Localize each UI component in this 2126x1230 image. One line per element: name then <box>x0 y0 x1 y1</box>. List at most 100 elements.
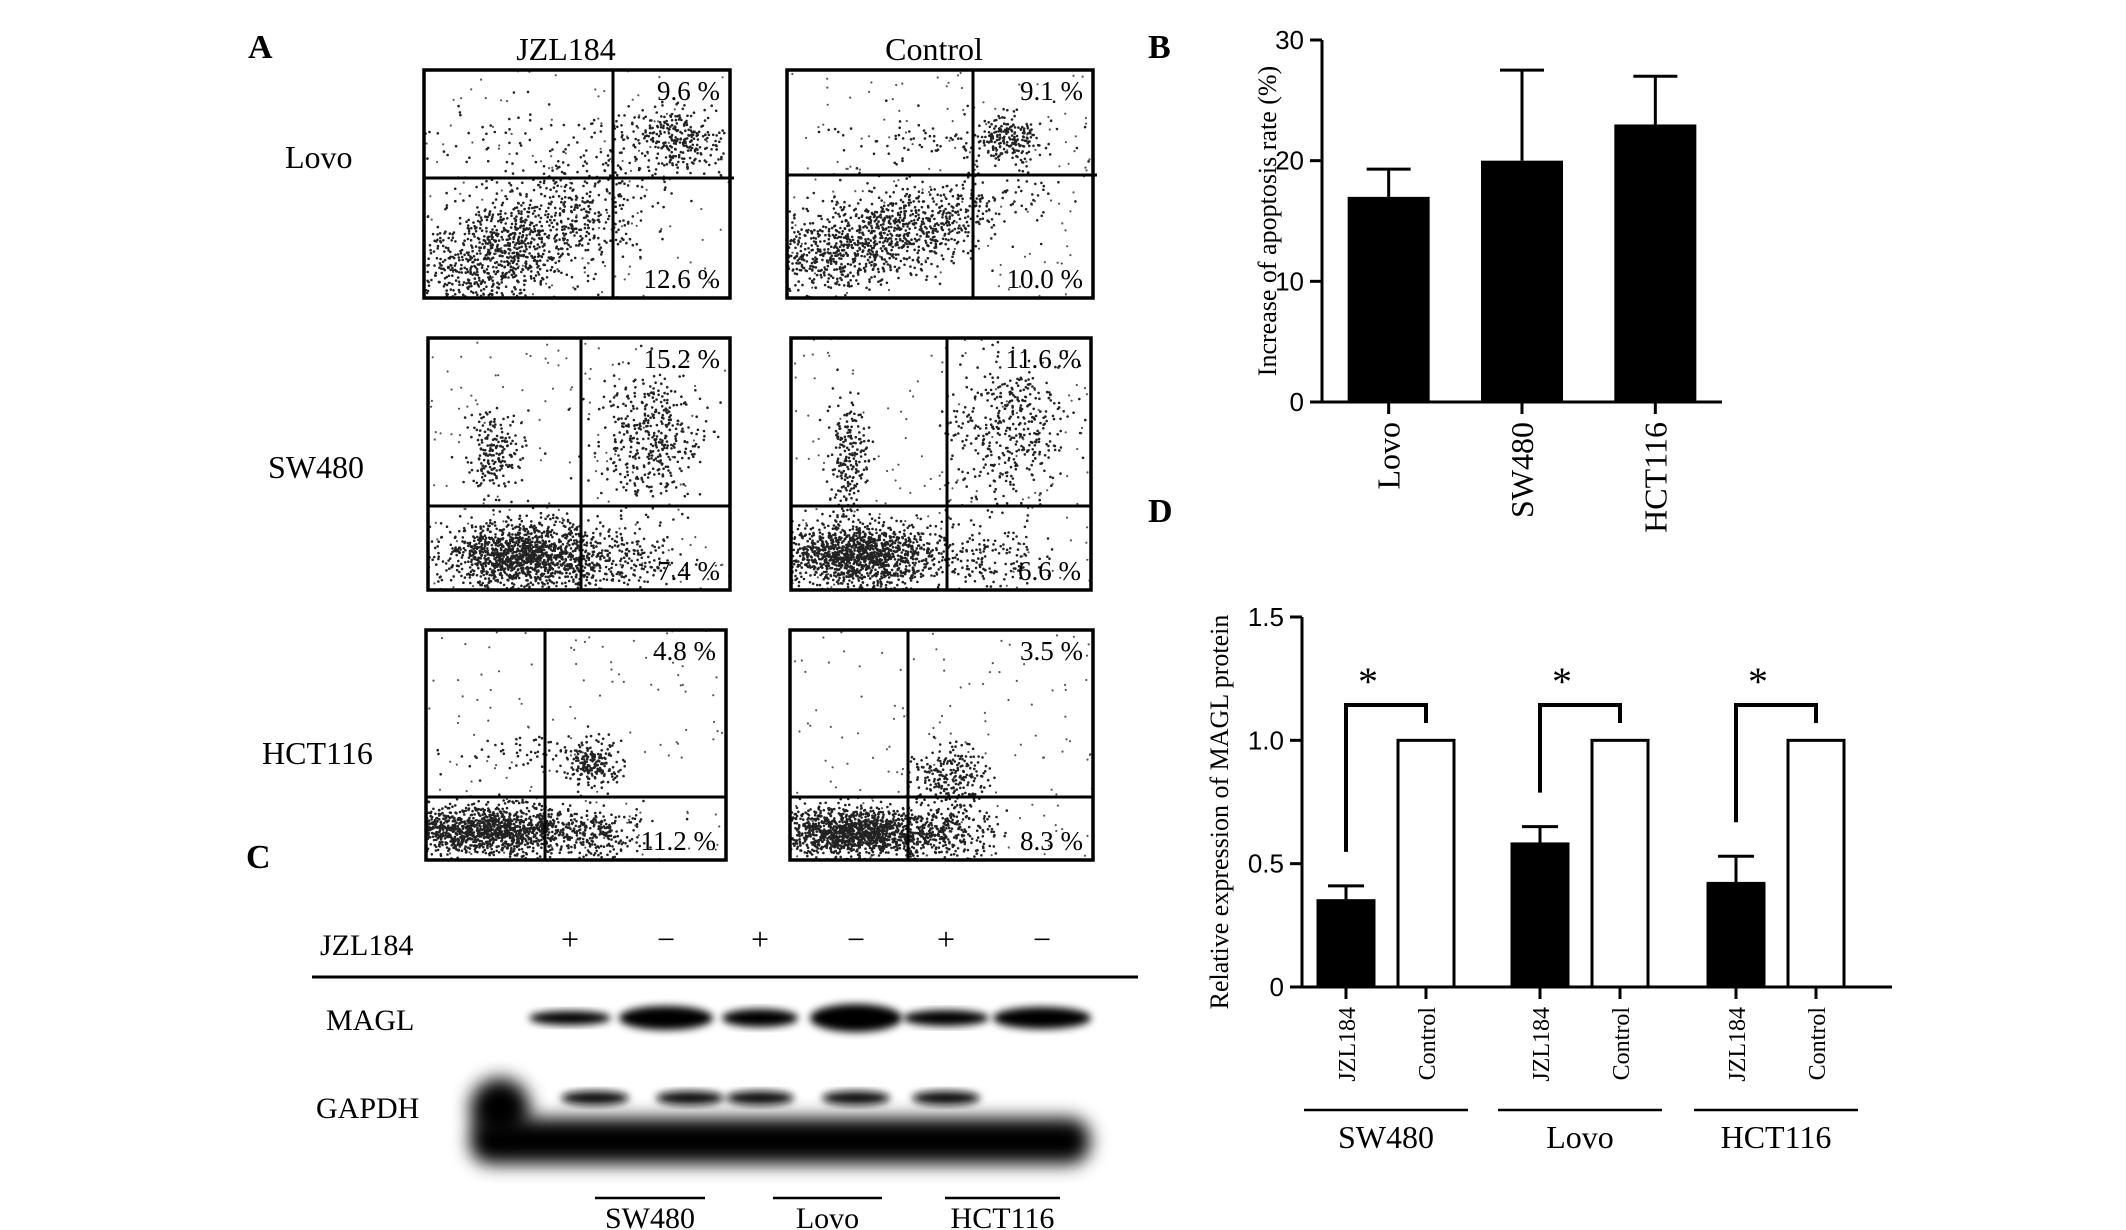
magl-band <box>529 1011 611 1025</box>
flow-dots <box>428 341 730 590</box>
flow-plot-jzl-lovo: 9.6 % 12.6 % <box>422 68 734 300</box>
bar-label: JZL184 <box>1529 1007 1555 1082</box>
gapdh-upper-band <box>726 1091 794 1105</box>
bar-sw480-jzl184 <box>1316 899 1376 989</box>
bar-lovo-jzl184 <box>1510 842 1570 989</box>
significance-star: * <box>1748 659 1768 704</box>
x-tick-label: Lovo <box>1371 422 1407 490</box>
band-label-gapdh: GAPDH <box>316 1092 419 1125</box>
group-label: Lovo <box>1546 1119 1614 1155</box>
magl-band <box>722 1009 798 1027</box>
quadrant-lower-right-value: 8.3 % <box>1020 826 1083 856</box>
plot-frame <box>422 68 732 300</box>
quadrant-upper-right-value: 9.1 % <box>1020 76 1083 106</box>
plot-frame <box>789 336 1093 592</box>
band-label-magl: MAGL <box>326 1004 414 1037</box>
bar-label: Control <box>1415 1007 1441 1081</box>
y-axis-label: Relative expression of MAGL protein <box>1205 615 1234 1010</box>
bar-lovo <box>1347 196 1430 402</box>
gapdh-upper-band <box>656 1091 724 1105</box>
quadrant-lower-right-value: 10.0 % <box>1007 264 1084 294</box>
group-label: HCT116 <box>1721 1119 1832 1155</box>
quadrant-upper-right-value: 4.8 % <box>653 636 716 666</box>
flow-dots <box>787 71 1091 298</box>
flow-dots <box>791 338 1091 590</box>
flow-plot-ctrl-sw480: 11.6 % 6.6 % <box>789 336 1093 592</box>
panel-d-label: D <box>1148 493 1173 530</box>
group-label: SW480 <box>1338 1119 1434 1155</box>
lane-sign: + <box>751 921 769 957</box>
quadrant-upper-right-value: 9.6 % <box>657 76 720 106</box>
plot-frame <box>424 628 728 862</box>
col-header-control: Control <box>885 31 983 67</box>
y-tick-label: 0 <box>1290 387 1304 417</box>
lane-sign: + <box>561 921 579 957</box>
bar-sw480 <box>1481 160 1563 402</box>
lane-sign: − <box>657 921 675 957</box>
y-tick-label: 30 <box>1275 25 1304 55</box>
y-tick-label: 0.5 <box>1248 849 1284 879</box>
quadrant-upper-right-value: 15.2 % <box>644 344 721 374</box>
panel-b-label: B <box>1148 29 1171 66</box>
significance-star: * <box>1552 659 1572 704</box>
magl-band <box>619 1006 713 1030</box>
flow-dots <box>426 630 726 860</box>
treatment-label: JZL184 <box>320 929 413 962</box>
magl-band <box>993 1007 1091 1029</box>
plot-frame <box>785 68 1095 300</box>
x-tick-label: HCT116 <box>1637 422 1673 533</box>
chart-b-apoptosis: 0 10 20 30 Increase of apoptosis rate (%) Lov… <box>1253 25 1722 533</box>
bar-hct116-jzl184 <box>1706 881 1766 989</box>
lane-sign: − <box>847 921 865 957</box>
lane-signs: + − + − + − <box>561 921 1051 957</box>
gapdh-band <box>470 1118 1090 1164</box>
lane-sign: + <box>937 921 955 957</box>
x-tick-label: SW480 <box>1504 422 1540 518</box>
bar-hct116-control <box>1786 738 1846 989</box>
row-label-lovo: Lovo <box>285 139 353 175</box>
flow-dots <box>790 631 1093 860</box>
bar-label: JZL184 <box>1335 1007 1361 1082</box>
gapdh-upper-band <box>822 1091 890 1105</box>
quadrant-upper-right-value: 3.5 % <box>1020 636 1083 666</box>
y-tick-label: 1.5 <box>1248 602 1284 632</box>
bar-hct116 <box>1614 124 1697 402</box>
group-label: HCT116 <box>951 1202 1055 1230</box>
bar-lovo-control <box>1590 738 1650 989</box>
bar-sw480-control <box>1396 738 1456 989</box>
quadrant-upper-right-value: 11.6 % <box>1006 344 1082 374</box>
western-blot <box>470 1004 1091 1164</box>
gapdh-upper-band <box>561 1091 629 1105</box>
gapdh-smear <box>470 1078 530 1138</box>
magl-band <box>810 1004 902 1032</box>
significance-bracket <box>1344 703 1428 852</box>
panel-c-label: C <box>246 839 271 876</box>
significance-bracket <box>1538 703 1622 793</box>
flow-plot-ctrl-hct116: 3.5 % 8.3 % <box>788 628 1095 862</box>
gapdh-upper-band <box>912 1091 980 1105</box>
lane-sign: − <box>1033 921 1051 957</box>
plot-frame <box>788 628 1095 862</box>
flow-cytometry-plots: 9.6 % 12.6 % 9.1 % 10.0 % 15.2 % 7.4 % 11.6 % 6… <box>422 68 1097 862</box>
magl-band <box>903 1010 989 1026</box>
row-label-hct116: HCT116 <box>262 735 373 771</box>
quadrant-lower-right-value: 7.4 % <box>657 556 720 586</box>
flow-plot-ctrl-lovo: 9.1 % 10.0 % <box>785 68 1097 300</box>
group-label: SW480 <box>605 1202 695 1230</box>
flow-plot-jzl-sw480: 15.2 % 7.4 % <box>426 336 732 592</box>
flow-dots <box>424 70 730 298</box>
quadrant-lower-right-value: 12.6 % <box>644 264 721 294</box>
bar-label: JZL184 <box>1725 1007 1751 1082</box>
chart-d-magl: 0 0.5 1.0 1.5 Relative expression of MAGL pr… <box>1205 602 1892 1155</box>
y-tick-label: 1.0 <box>1248 725 1284 755</box>
y-tick-label: 10 <box>1275 266 1304 296</box>
flow-plot-jzl-hct116: 4.8 % 11.2 % <box>424 628 728 862</box>
y-tick-label: 20 <box>1275 146 1304 176</box>
plot-frame <box>426 336 732 592</box>
row-label-sw480: SW480 <box>268 449 364 485</box>
blot-group-labels: SW480 Lovo HCT116 <box>595 1196 1060 1230</box>
panel-a-label: A <box>248 29 273 66</box>
col-header-jzl184: JZL184 <box>516 31 616 67</box>
group-label: Lovo <box>796 1202 859 1230</box>
